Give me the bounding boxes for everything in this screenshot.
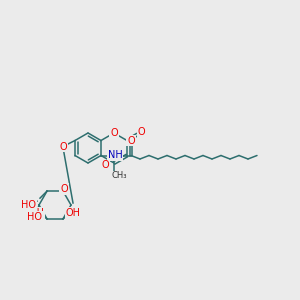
Text: O: O — [101, 160, 109, 170]
Text: O: O — [138, 127, 146, 137]
Text: O: O — [60, 184, 68, 194]
Text: O: O — [127, 136, 135, 146]
Text: OH: OH — [65, 208, 80, 218]
Text: HO: HO — [28, 212, 43, 222]
Text: OH: OH — [29, 208, 44, 218]
Text: O: O — [59, 142, 67, 152]
Text: O: O — [110, 128, 118, 138]
Text: HO: HO — [22, 200, 37, 210]
Text: CH₃: CH₃ — [111, 172, 127, 181]
Text: NH: NH — [108, 151, 122, 160]
